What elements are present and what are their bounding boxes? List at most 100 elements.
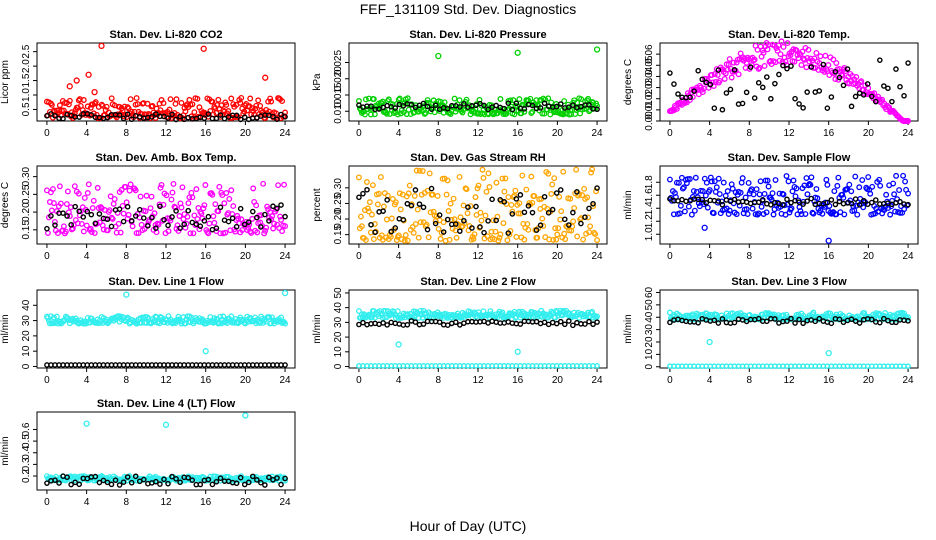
y-axis-label: ml/min (0, 314, 11, 343)
point-series-1 (545, 170, 552, 177)
point-series-2 (233, 112, 240, 119)
point-series-1 (374, 201, 381, 208)
point-series-2 (380, 208, 386, 214)
x-tick-label: 24 (903, 128, 915, 139)
y-tick-label: 0.15 (21, 220, 32, 240)
point-series-1 (890, 180, 897, 187)
point-series-2 (444, 105, 451, 112)
panel-9: Stan. Dev. Line 3 Flow ml/min 0 4 8 12 16 20 24 0… (623, 276, 919, 386)
point-series-2 (489, 196, 495, 203)
point-series-1 (716, 191, 723, 198)
point-series-2 (695, 67, 701, 74)
point-series-1 (260, 180, 267, 187)
point-series-1 (463, 186, 470, 193)
x-tick-label: 8 (436, 251, 442, 262)
y-tick-label: 1.5 (21, 73, 32, 87)
point-series-1 (90, 197, 97, 204)
point-series-2 (594, 319, 600, 325)
point-series-1 (50, 314, 57, 321)
point-series-2 (759, 196, 766, 203)
point-series-1 (170, 180, 177, 187)
y-tick-label: 60 (644, 286, 655, 298)
point-series-1 (803, 64, 810, 71)
point-series-1 (187, 230, 194, 237)
point-series-2 (557, 318, 564, 325)
x-tick-label: 8 (436, 375, 442, 386)
point-series-2 (424, 103, 431, 110)
point-series-1 (875, 93, 882, 100)
point-series-2 (270, 113, 276, 120)
point-series-1 (561, 98, 568, 104)
point-series-1 (710, 210, 717, 217)
point-series-2 (116, 482, 123, 488)
point-series-1 (111, 196, 118, 203)
point-series-1 (772, 177, 779, 183)
point-series-2 (60, 115, 66, 122)
point-series-1 (505, 194, 512, 201)
point-series-2 (541, 193, 548, 200)
point-series-2 (848, 103, 855, 110)
x-tick-label: 24 (280, 497, 292, 508)
point-series-2 (424, 226, 431, 233)
point-series-2 (193, 221, 200, 227)
point-series-1 (551, 175, 558, 182)
point-series-1 (282, 477, 289, 484)
point-series-2 (408, 202, 415, 209)
y-tick-label: 0.2 (21, 469, 32, 483)
point-series-2 (836, 316, 843, 323)
point-series-2 (731, 67, 738, 73)
point-series-1 (702, 192, 709, 199)
point-series-2 (384, 197, 390, 203)
point-series-2 (557, 101, 564, 107)
figure-title: FEF_131109 Std. Dev. Diagnostics (360, 1, 577, 17)
point-series-2 (667, 319, 673, 326)
x-tick-label: 16 (512, 128, 524, 139)
point-series-2 (128, 479, 135, 486)
point-series-1 (89, 205, 96, 211)
point-series-2 (881, 83, 887, 89)
point-series-1 (104, 227, 111, 234)
point-series-1 (708, 178, 715, 185)
point-series-2 (788, 315, 794, 322)
panel-4: Stan. Dev. Amb. Box Temp. degrees C 0 4 8 12 1… (0, 152, 296, 262)
y-tick-label: 0.15 (333, 224, 344, 244)
point-series-2 (836, 198, 843, 205)
point-series-1 (211, 219, 218, 226)
point-series-1 (282, 320, 289, 327)
point-series-1 (206, 220, 213, 227)
y-axis-label: degrees C (0, 182, 11, 228)
data-points (666, 172, 912, 244)
point-series-2 (457, 228, 463, 234)
point-series-2 (755, 79, 762, 86)
point-series-1 (441, 99, 448, 106)
point-series-1 (389, 196, 396, 202)
point-series-2 (747, 64, 754, 70)
point-series-1 (107, 193, 114, 200)
point-series-1 (686, 176, 693, 182)
point-series-2 (249, 473, 256, 480)
point-series-1 (75, 190, 82, 197)
point-series-2 (112, 477, 119, 483)
point-series-2 (72, 203, 78, 210)
panel-title: Stan. Dev. Li-820 CO2 (110, 29, 223, 41)
point-series-1 (64, 188, 71, 195)
point-series-1 (443, 191, 450, 198)
y-axis-label: percent (312, 188, 323, 222)
point-series-1 (127, 96, 134, 103)
point-series-1 (209, 98, 216, 105)
point-series-1 (165, 228, 172, 235)
point-series-1 (375, 190, 382, 197)
panel-title: Stan. Dev. Amb. Box Temp. (96, 152, 237, 164)
point-series-1 (168, 196, 175, 203)
point-series-1 (230, 101, 237, 108)
point-series-1 (819, 210, 826, 217)
point-series-2 (731, 196, 738, 203)
point-series-1 (362, 96, 369, 103)
point-series-1 (593, 188, 600, 195)
point-series-2 (258, 224, 264, 230)
point-series-1 (255, 97, 262, 104)
y-tick-label: 0.20 (333, 209, 344, 229)
point-series-2 (561, 321, 568, 328)
point-series-2 (88, 112, 95, 118)
